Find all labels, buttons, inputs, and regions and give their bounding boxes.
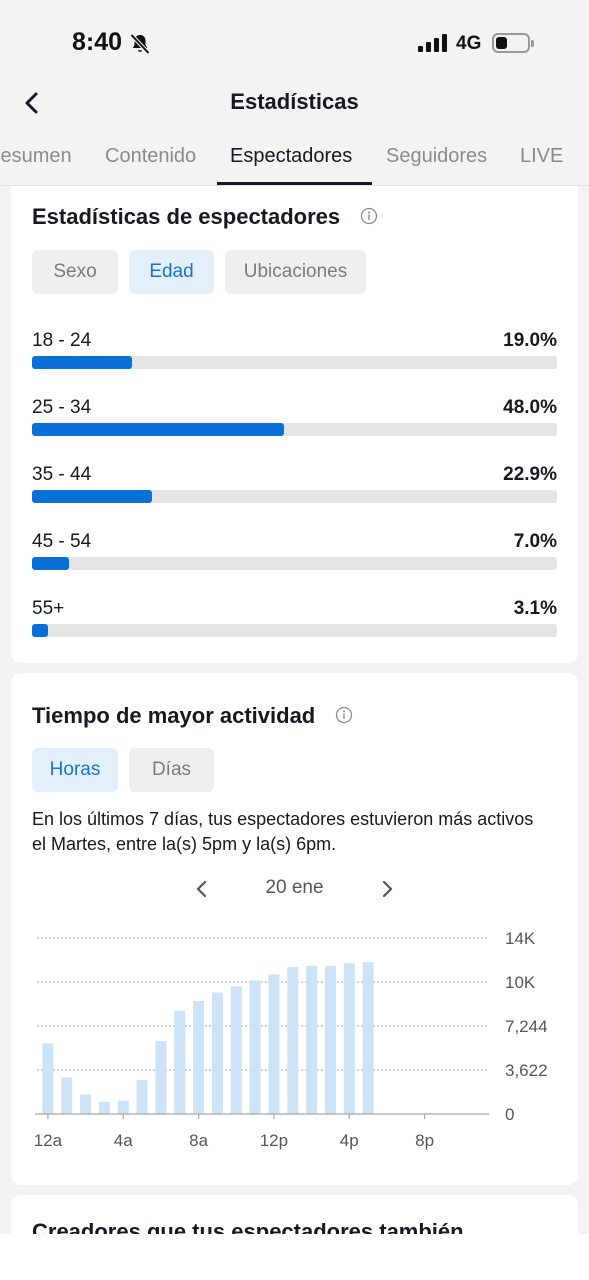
- chart-bar: [287, 967, 299, 1114]
- chart-bar: [324, 965, 336, 1114]
- chart-bar: [42, 1043, 54, 1114]
- viewer-stats-card: Estadísticas de espectadores Sexo Edad U…: [11, 186, 578, 663]
- bell-muted-icon: [130, 33, 150, 55]
- age-percent: 7.0%: [513, 531, 557, 552]
- chart-bar: [155, 1041, 167, 1114]
- age-bar-track: [32, 423, 557, 436]
- chart-bar: [211, 992, 223, 1114]
- chart-bar: [362, 962, 374, 1114]
- age-row: 35 - 44 22.9%: [32, 464, 557, 524]
- age-bar-track: [32, 624, 557, 637]
- chart-bar: [193, 1001, 205, 1114]
- x-tick-label: 12p: [260, 1131, 288, 1150]
- info-icon[interactable]: [335, 706, 353, 724]
- age-label: 35 - 44: [32, 464, 92, 485]
- age-bar-fill: [32, 624, 49, 637]
- x-tick-label: 4a: [114, 1131, 133, 1150]
- age-percent: 22.9%: [503, 464, 557, 485]
- age-row: 45 - 54 7.0%: [32, 531, 557, 591]
- age-bar-fill: [32, 423, 284, 436]
- filter-horas[interactable]: Horas: [32, 748, 118, 792]
- age-bar-fill: [32, 490, 153, 503]
- age-percent: 3.1%: [513, 598, 557, 619]
- tab-espectadores[interactable]: Espectadores: [230, 145, 353, 167]
- age-bar-track: [32, 356, 557, 369]
- back-arrow-icon[interactable]: [16, 86, 50, 120]
- filter-ubicaciones[interactable]: Ubicaciones: [225, 250, 366, 294]
- chart-bar: [230, 986, 242, 1114]
- age-bar-fill: [32, 557, 69, 570]
- age-row: 18 - 24 19.0%: [32, 330, 557, 390]
- status-bar: 8:40 4G: [0, 0, 589, 80]
- age-bar-track: [32, 490, 557, 503]
- chart-bar: [306, 965, 318, 1114]
- chart-bar: [174, 1010, 186, 1114]
- x-tick-label: 4p: [340, 1131, 359, 1150]
- chart-bar: [117, 1100, 129, 1114]
- activity-title: Tiempo de mayor actividad: [32, 703, 316, 728]
- chevron-left-icon[interactable]: [190, 877, 214, 901]
- y-tick-label: 7,244: [505, 1017, 548, 1036]
- viewer-stats-title: Estadísticas de espectadores: [32, 204, 341, 229]
- active-tab-indicator: [217, 182, 372, 185]
- y-tick-label: 10K: [505, 973, 536, 992]
- chart-bar: [98, 1101, 110, 1114]
- activity-hour-chart: 14K 10K 7,244 3,622 0 12a 4a 8a 12p 4p 8p: [34, 929, 548, 1150]
- tab-seguidores[interactable]: Seguidores: [386, 145, 488, 167]
- creators-title: Creadores que tus espectadores también: [32, 1219, 464, 1234]
- chart-bar: [136, 1079, 148, 1114]
- chart-bar: [61, 1077, 73, 1114]
- x-tick-label: 8p: [415, 1131, 434, 1150]
- page-title: Estadísticas: [230, 89, 359, 114]
- filter-dias[interactable]: Días: [129, 748, 214, 792]
- creators-card: Creadores que tus espectadores también: [11, 1195, 578, 1234]
- filter-edad[interactable]: Edad: [129, 250, 214, 294]
- signal-icon: [418, 34, 447, 52]
- age-label: 45 - 54: [32, 531, 92, 552]
- date-label: 20 ene: [265, 877, 324, 898]
- chart-bar: [80, 1094, 92, 1114]
- age-row: 55+ 3.1%: [32, 598, 557, 658]
- tab-bar: Resumen Contenido Espectadores Seguidore…: [0, 138, 589, 186]
- filter-sexo[interactable]: Sexo: [32, 250, 118, 294]
- status-time: 8:40: [72, 28, 123, 56]
- age-bar-track: [32, 557, 557, 570]
- header: Estadísticas Resumen Contenido Espectado…: [0, 80, 589, 186]
- battery-icon: [492, 33, 534, 53]
- tab-contenido[interactable]: Contenido: [105, 145, 197, 167]
- chart-bar: [249, 980, 261, 1114]
- y-tick-label: 14K: [505, 929, 536, 948]
- age-percent: 19.0%: [503, 330, 557, 351]
- x-tick-label: 12a: [34, 1131, 63, 1150]
- chart-bar: [343, 963, 355, 1114]
- activity-description: En los últimos 7 días, tus espectadores …: [32, 809, 534, 854]
- age-percent: 48.0%: [503, 397, 557, 418]
- age-bar-fill: [32, 356, 132, 369]
- bottom-area: [0, 1234, 589, 1280]
- age-row: 25 - 34 48.0%: [32, 397, 557, 457]
- age-label: 55+: [32, 598, 65, 619]
- network-type: 4G: [456, 33, 482, 54]
- chevron-right-icon[interactable]: [375, 877, 399, 901]
- y-tick-label: 0: [505, 1105, 514, 1124]
- info-icon[interactable]: [360, 207, 378, 225]
- y-tick-label: 3,622: [505, 1061, 548, 1080]
- tab-live[interactable]: LIVE: [520, 145, 564, 167]
- x-tick-label: 8a: [189, 1131, 208, 1150]
- date-navigator: 20 ene: [11, 873, 578, 905]
- chart-bar: [268, 974, 280, 1114]
- age-label: 25 - 34: [32, 397, 92, 418]
- age-label: 18 - 24: [32, 330, 92, 351]
- tab-resumen[interactable]: Resumen: [0, 145, 72, 167]
